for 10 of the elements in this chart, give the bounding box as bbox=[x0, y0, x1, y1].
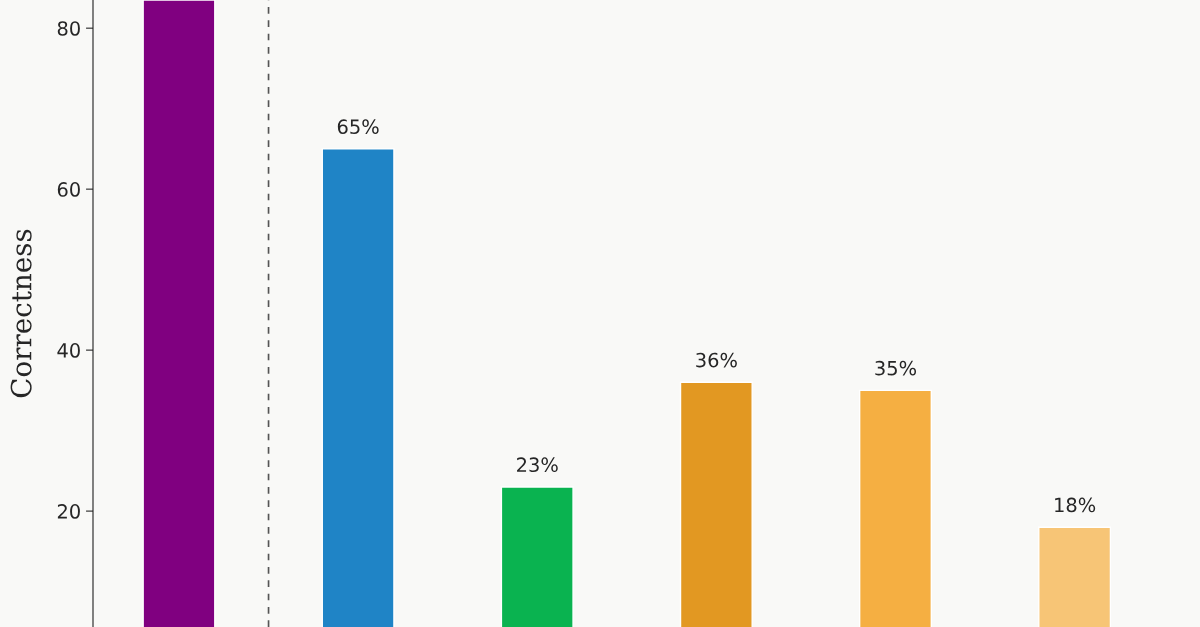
y-tick-label: 80 bbox=[57, 21, 80, 36]
y-tick-label: 40 bbox=[57, 343, 80, 358]
data-label: 35% bbox=[875, 360, 917, 376]
data-label: 18% bbox=[1055, 497, 1096, 513]
y-tick-label: 60 bbox=[57, 182, 80, 197]
data-label: 23% bbox=[517, 457, 558, 473]
data-label: 36% bbox=[696, 352, 737, 368]
y-tick-label: 20 bbox=[57, 504, 80, 519]
y-axis-title: Correctness bbox=[10, 229, 32, 398]
data-label: 65% bbox=[337, 119, 379, 135]
